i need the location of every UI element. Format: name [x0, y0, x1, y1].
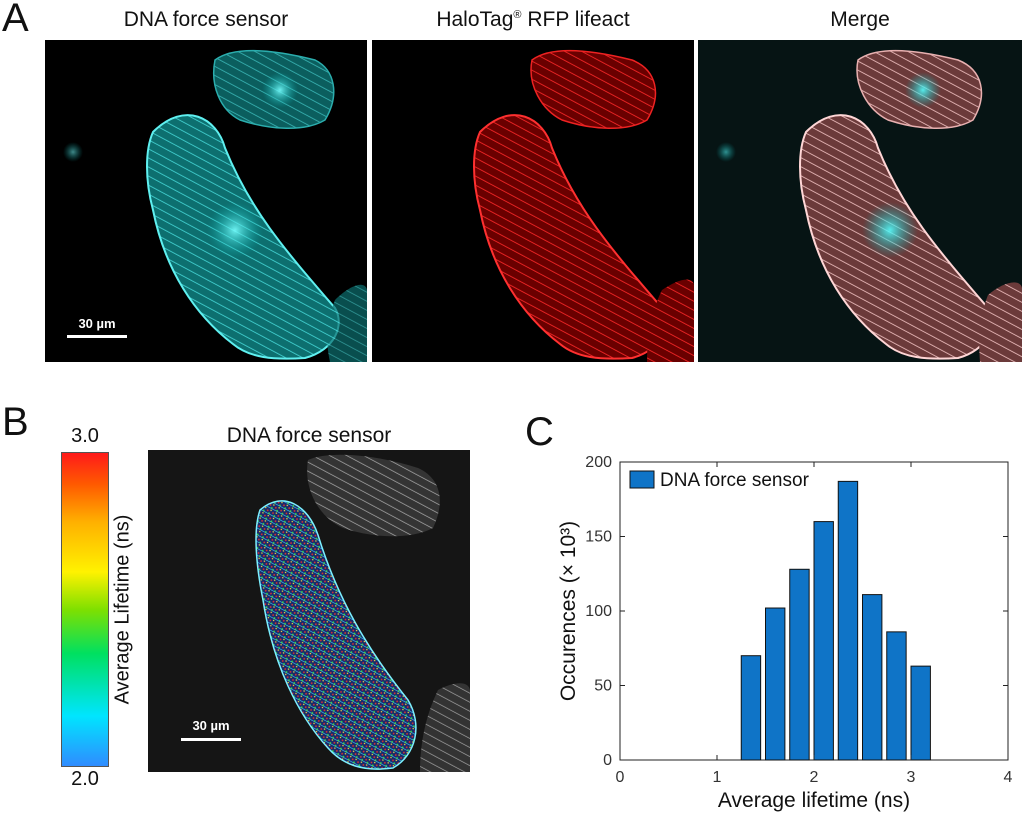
colorbar-min-label: 2.0 — [71, 768, 99, 790]
histogram-bar — [740, 655, 762, 761]
micrograph-lifetime-map: 30 µm — [148, 450, 470, 772]
histogram-bar — [886, 631, 907, 761]
panel-letter-c: C — [525, 410, 554, 454]
registered-mark: ® — [513, 9, 522, 21]
legend-swatch — [629, 470, 655, 489]
y-tick-label: 200 — [585, 454, 612, 471]
cell-image-merge — [698, 40, 1022, 362]
y-axis-label: Occurences (× 10³) — [557, 521, 580, 701]
x-tick-label: 0 — [616, 769, 625, 786]
x-tick-label: 1 — [713, 769, 722, 786]
histogram-bar — [789, 568, 810, 761]
cell-image-flim — [255, 454, 470, 772]
scalebar-b — [181, 738, 241, 741]
cell-image-red — [473, 49, 694, 362]
y-tick-label: 0 — [603, 752, 612, 769]
x-axis-label: Average lifetime (ns) — [718, 789, 910, 812]
panel-letter-b: B — [2, 400, 29, 444]
histogram-bar — [862, 594, 883, 761]
cell-image-cyan — [63, 49, 367, 362]
image-title-rfp-lifeact: RFP lifeact — [527, 8, 630, 31]
legend-label: DNA force sensor — [660, 470, 810, 491]
lifetime-colorbar — [61, 452, 109, 767]
scalebar-label-b: 30 µm — [192, 718, 230, 733]
micrograph-merge — [698, 40, 1022, 362]
x-tick-label: 4 — [1004, 769, 1013, 786]
histogram-bar — [813, 521, 834, 761]
image-title-halotag-rfp: HaloTag® RFP lifeact — [372, 8, 694, 32]
histogram-bar — [837, 480, 859, 761]
histogram-chart: 0 1 2 3 4 0 50 100 150 200 Average lifetime (ns) Oc… — [557, 454, 1013, 812]
y-tick-label: 100 — [585, 603, 612, 620]
colorbar-axis-label: Average Lifetime (ns) — [111, 514, 134, 705]
micrograph-dna-force-sensor: 30 µm — [45, 40, 367, 362]
image-title-halotag: HaloTag — [436, 8, 514, 31]
x-tick-label: 3 — [907, 769, 916, 786]
x-tick-label: 2 — [810, 769, 819, 786]
image-title-merge: Merge — [830, 8, 890, 31]
image-title-dna-force-sensor: DNA force sensor — [123, 8, 289, 31]
y-tick-label: 150 — [585, 529, 612, 546]
image-title-lifetime-map: DNA force sensor — [226, 424, 392, 447]
micrograph-halotag-rfp — [372, 40, 694, 362]
panel-letter-a: A — [2, 0, 29, 40]
y-tick-label: 50 — [594, 678, 612, 695]
scalebar-a — [67, 335, 127, 338]
histogram-bar — [910, 665, 931, 761]
histogram-bar — [765, 607, 786, 761]
scalebar-label-a: 30 µm — [78, 316, 116, 331]
colorbar-max-label: 3.0 — [71, 425, 99, 447]
